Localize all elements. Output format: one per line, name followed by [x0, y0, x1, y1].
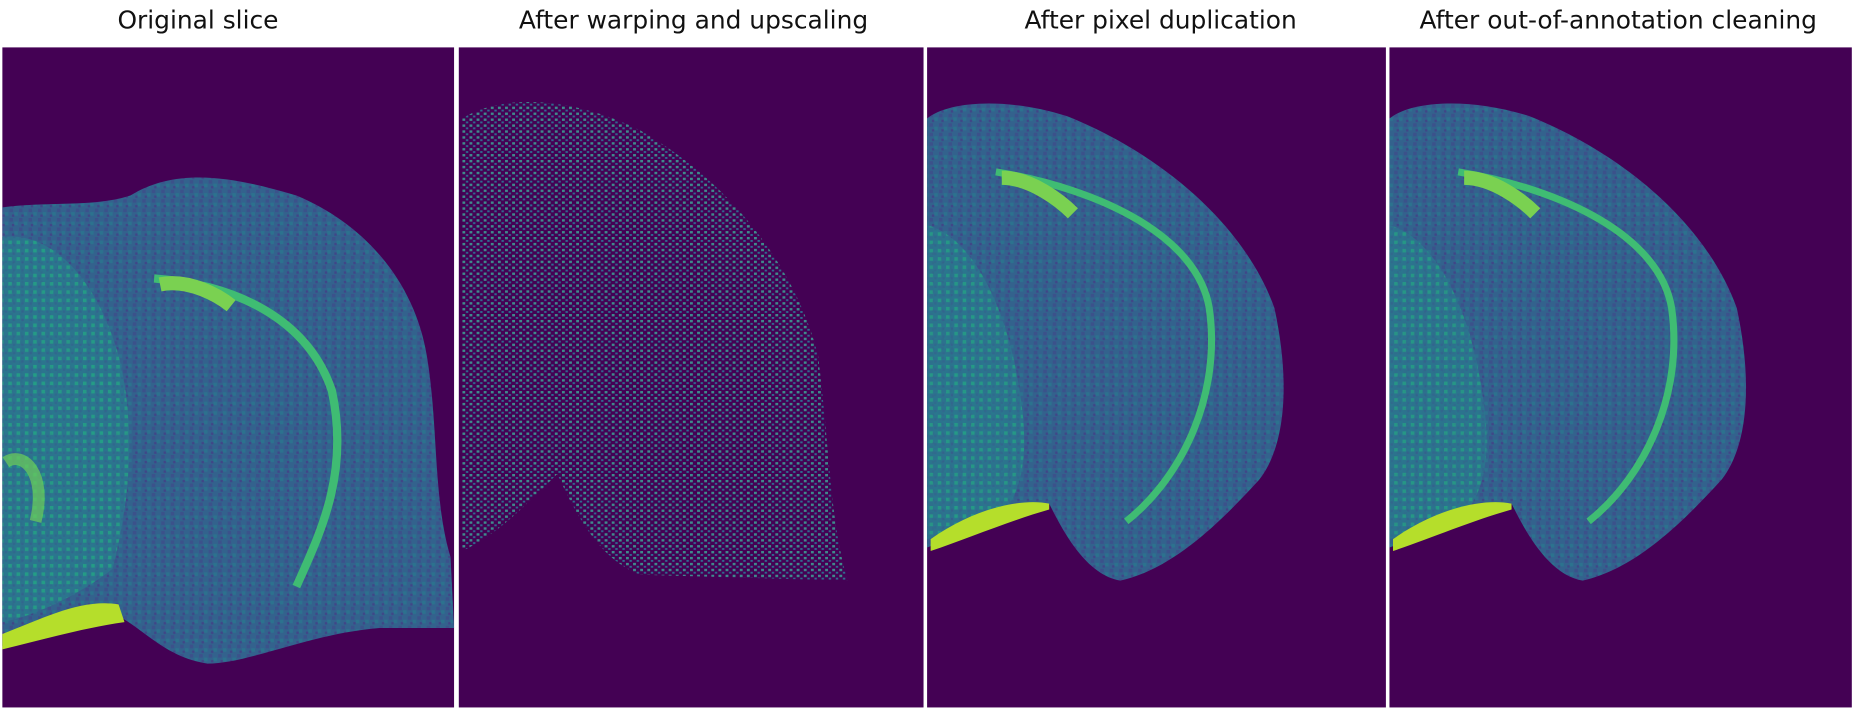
image-panel — [2, 47, 455, 708]
panel-title: After pixel duplication — [1025, 5, 1297, 34]
image-panel — [1389, 47, 1852, 708]
panel-title: After warping and upscaling — [519, 5, 868, 34]
panel-title: Original slice — [117, 5, 278, 34]
panel-title: After out-of-annotation cleaning — [1420, 5, 1817, 34]
image-panel — [458, 47, 924, 708]
image-panel — [927, 47, 1386, 708]
